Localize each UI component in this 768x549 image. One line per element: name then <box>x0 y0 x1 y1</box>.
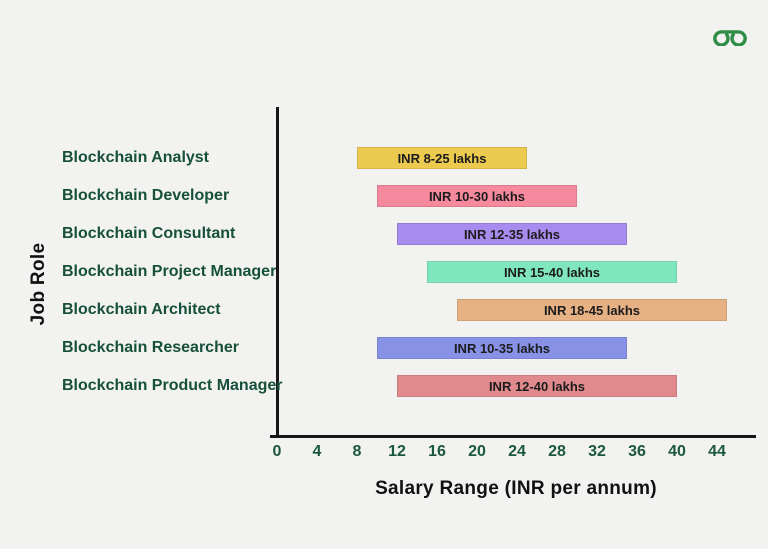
salary-range-bar: INR 15-40 lakhs <box>427 261 677 283</box>
logo-left-g <box>713 30 730 46</box>
x-axis-line <box>270 435 756 438</box>
x-tick-label: 8 <box>352 443 362 460</box>
x-tick-label: 40 <box>668 443 686 460</box>
y-axis-line <box>276 107 279 437</box>
geeksforgeeks-icon <box>713 30 747 46</box>
role-label: Blockchain Project Manager <box>62 263 277 280</box>
x-axis-title: Salary Range (INR per annum) <box>375 478 657 499</box>
x-tick-label: 16 <box>428 443 446 460</box>
salary-range-bar: INR 12-35 lakhs <box>397 223 627 245</box>
role-label: Blockchain Consultant <box>62 225 236 242</box>
x-tick-label: 32 <box>588 443 606 460</box>
x-tick-label: 36 <box>628 443 646 460</box>
x-tick-label: 12 <box>388 443 406 460</box>
role-label: Blockchain Developer <box>62 187 230 204</box>
x-tick-label: 24 <box>508 443 526 460</box>
bar-value-label: INR 10-30 lakhs <box>428 188 526 204</box>
salary-range-bar: INR 18-45 lakhs <box>457 299 727 321</box>
x-tick-label: 44 <box>708 443 726 460</box>
role-label: Blockchain Architect <box>62 301 221 318</box>
salary-range-bar: INR 10-35 lakhs <box>377 337 627 359</box>
bar-value-label: INR 10-35 lakhs <box>453 340 551 356</box>
salary-range-bar: INR 12-40 lakhs <box>397 375 677 397</box>
x-tick-label: 28 <box>548 443 566 460</box>
salary-range-bar: INR 8-25 lakhs <box>357 147 527 169</box>
bar-value-label: INR 12-35 lakhs <box>463 226 561 242</box>
bar-value-label: INR 8-25 lakhs <box>397 150 487 166</box>
role-label: Blockchain Analyst <box>62 149 210 166</box>
x-tick-label: 20 <box>468 443 486 460</box>
bar-value-label: INR 15-40 lakhs <box>503 264 601 280</box>
y-axis-title: Job Role <box>28 242 49 326</box>
x-tick-label: 4 <box>312 443 322 460</box>
bar-value-label: INR 12-40 lakhs <box>488 378 586 394</box>
salary-range-bar: INR 10-30 lakhs <box>377 185 577 207</box>
x-tick-label: 0 <box>272 443 282 460</box>
role-label: Blockchain Product Manager <box>62 377 283 394</box>
role-label: Blockchain Researcher <box>62 339 239 356</box>
bar-value-label: INR 18-45 lakhs <box>543 302 641 318</box>
logo-right-g <box>730 30 747 46</box>
